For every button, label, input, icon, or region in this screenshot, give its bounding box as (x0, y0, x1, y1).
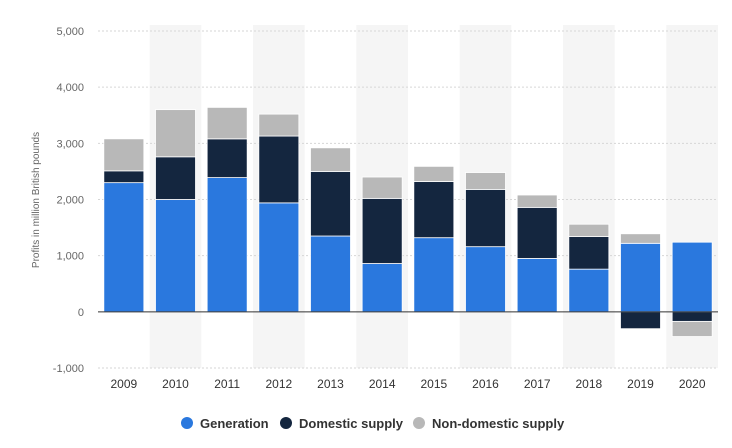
bar-generation-2009[interactable] (103, 182, 145, 313)
bar-non-domestic-supply-2009[interactable] (103, 138, 145, 172)
y-tick-label: 2,000 (56, 195, 84, 207)
bar-generation-2014[interactable] (361, 263, 403, 313)
bar-non-domestic-supply-2014[interactable] (361, 176, 403, 199)
bar-non-domestic-supply-2016[interactable] (465, 172, 506, 190)
bar-non-domestic-supply-2015[interactable] (413, 165, 455, 182)
legend-marker (181, 417, 193, 429)
bar-domestic-supply-2015[interactable] (413, 181, 455, 239)
bar-non-domestic-supply-2013[interactable] (310, 147, 351, 172)
bar-domestic-supply-2019[interactable] (620, 311, 661, 330)
bar-domestic-supply-2017[interactable] (516, 206, 558, 259)
y-tick-label: 5,000 (56, 26, 84, 38)
bar-generation-2016[interactable] (465, 246, 506, 313)
legend-item-non-domestic-supply[interactable]: Non-domestic supply (413, 416, 565, 431)
bar-stacks (103, 106, 713, 337)
bar-generation-2011[interactable] (206, 177, 248, 313)
y-tick-label: 3,000 (56, 138, 84, 150)
bar-domestic-supply-2018[interactable] (568, 236, 610, 270)
y-tick-label: 1,000 (56, 251, 84, 263)
y-tick-label: 4,000 (56, 82, 84, 94)
y-axis-ticks: -1,000 0 1,000 2,000 3,000 4,000 5,000 (53, 26, 84, 375)
bar-domestic-supply-2009[interactable] (103, 170, 145, 184)
bar-domestic-supply-2020[interactable] (671, 311, 713, 322)
x-tick-label: 2018 (575, 377, 602, 391)
bar-domestic-supply-2010[interactable] (155, 156, 196, 200)
x-tick-label: 2012 (265, 377, 292, 391)
bar-generation-2013[interactable] (310, 235, 351, 313)
bar-domestic-supply-2014[interactable] (361, 197, 403, 264)
legend-item-domestic-supply[interactable]: Domestic supply (280, 416, 404, 431)
x-tick-label: 2009 (110, 377, 137, 391)
bar-domestic-supply-2013[interactable] (310, 171, 351, 237)
bar-non-domestic-supply-2017[interactable] (516, 194, 558, 208)
y-axis-title: Profits in million British pounds (31, 132, 42, 268)
x-tick-label: 2014 (369, 377, 396, 391)
bar-non-domestic-supply-2012[interactable] (258, 113, 300, 137)
bar-non-domestic-supply-2010[interactable] (155, 109, 196, 158)
legend-label: Domestic supply (299, 416, 404, 431)
x-tick-label: 2011 (214, 377, 240, 391)
bar-non-domestic-supply-2018[interactable] (568, 223, 610, 237)
column-band (563, 25, 615, 368)
legend-label: Non-domestic supply (432, 416, 565, 431)
x-tick-label: 2016 (472, 377, 499, 391)
x-axis-ticks: 2009 2010 2011 2012 2013 2014 2015 2016 2017 2018… (110, 377, 705, 391)
bar-generation-2017[interactable] (516, 258, 558, 313)
y-tick-label: -1,000 (53, 363, 84, 375)
grid-lines (98, 30, 718, 369)
bar-generation-2015[interactable] (413, 237, 455, 313)
x-tick-label: 2010 (162, 377, 189, 391)
bar-domestic-supply-2012[interactable] (258, 135, 300, 204)
bar-non-domestic-supply-2019[interactable] (620, 233, 661, 244)
legend-label: Generation (200, 416, 269, 431)
bar-generation-2020[interactable] (671, 241, 713, 313)
bar-generation-2012[interactable] (258, 202, 300, 313)
bar-generation-2010[interactable] (155, 199, 196, 313)
x-tick-label: 2019 (627, 377, 654, 391)
x-tick-label: 2013 (317, 377, 344, 391)
x-tick-label: 2015 (420, 377, 447, 391)
legend-marker (280, 417, 292, 429)
y-tick-label: 0 (78, 307, 84, 319)
legend: Generation Domestic supply Non-domestic su… (181, 416, 565, 431)
legend-marker (413, 417, 425, 429)
legend-item-generation[interactable]: Generation (181, 416, 269, 431)
x-tick-label: 2020 (679, 377, 706, 391)
bar-non-domestic-supply-2020[interactable] (671, 320, 713, 337)
bar-generation-2019[interactable] (620, 242, 661, 313)
bar-generation-2018[interactable] (568, 268, 610, 313)
bar-domestic-supply-2011[interactable] (206, 138, 248, 178)
bar-non-domestic-supply-2011[interactable] (206, 106, 248, 140)
bar-domestic-supply-2016[interactable] (465, 188, 506, 248)
x-tick-label: 2017 (524, 377, 551, 391)
